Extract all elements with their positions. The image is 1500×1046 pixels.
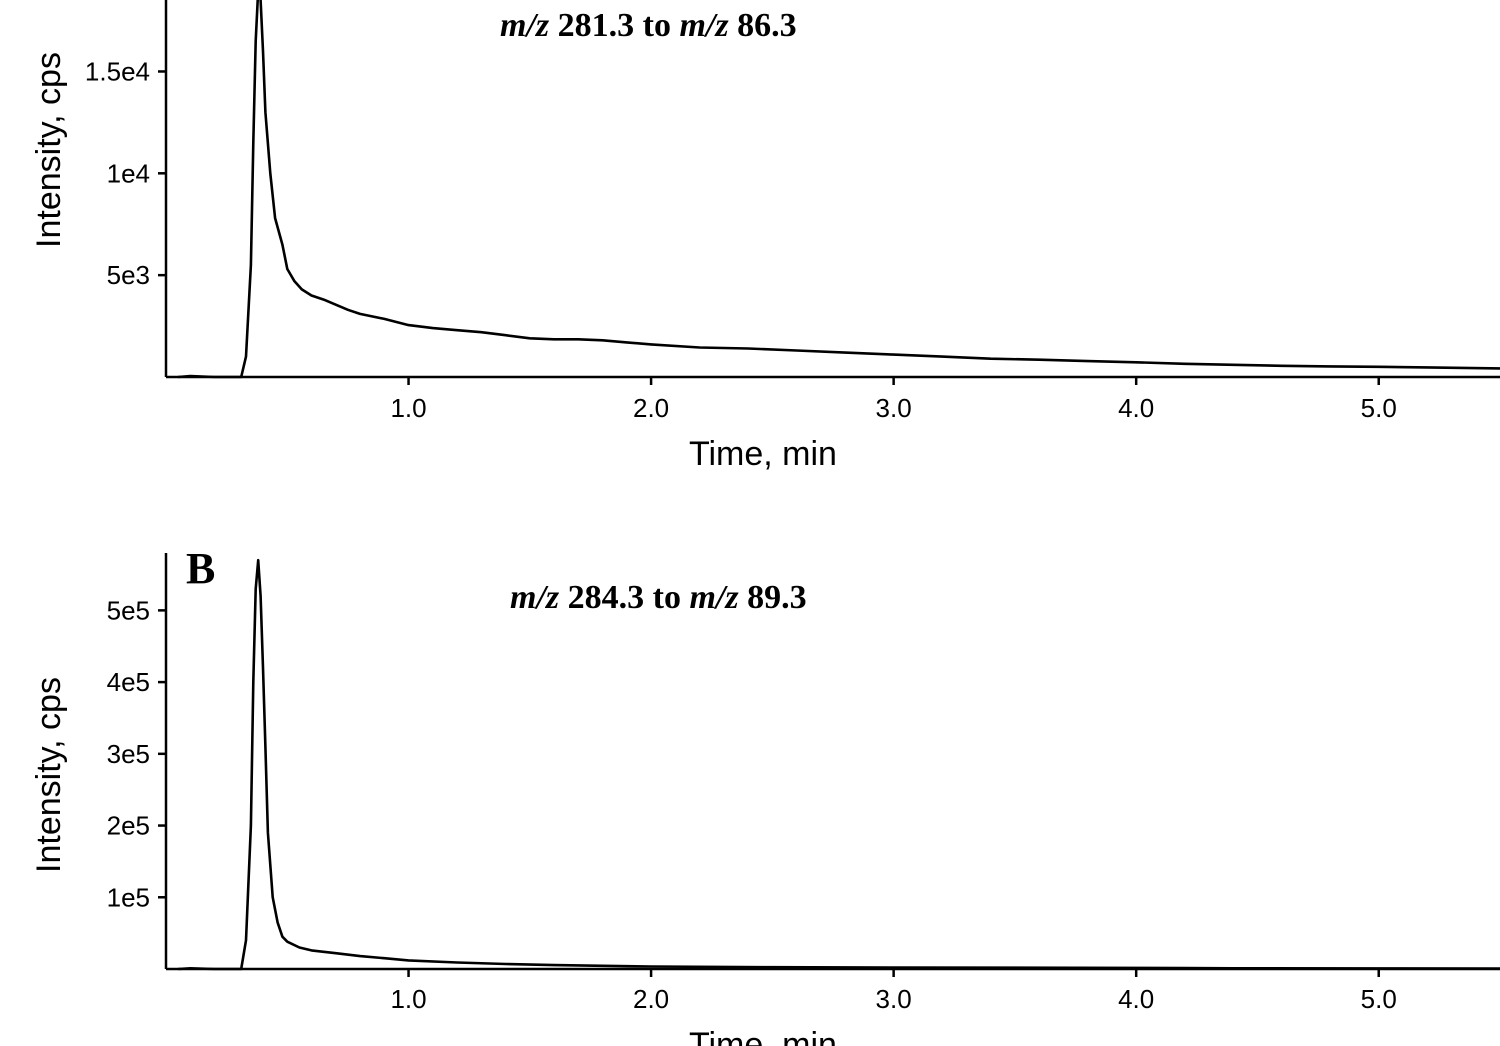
y-axis-title: Intensity, cps [30, 52, 68, 248]
x-tick-label: 4.0 [1118, 984, 1154, 1014]
y-tick-label: 2e5 [107, 811, 150, 841]
chromatogram-trace [177, 0, 1500, 379]
y-tick-label: 1.5e4 [85, 56, 150, 86]
chart-title-part: m/z [689, 579, 739, 616]
chart-title-part: 284.3 to [559, 579, 689, 616]
x-tick-label: 1.0 [390, 984, 426, 1014]
panel-letter: B [186, 544, 215, 593]
chart-title-part: 86.3 [729, 7, 797, 44]
y-tick-label: 3e5 [107, 739, 150, 769]
x-tick-label: 2.0 [633, 984, 669, 1014]
y-tick-label: 5e3 [107, 260, 150, 290]
chromatogram-trace [178, 558, 1500, 971]
x-tick-label: 5.0 [1361, 393, 1397, 423]
chart-title-part: m/z [510, 579, 560, 616]
x-axis-title: Time, min [689, 435, 837, 473]
x-tick-label: 1.0 [390, 393, 426, 423]
chart-title: m/z 281.3 to m/z 86.3 [500, 7, 797, 44]
x-axis-title: Time, min [689, 1026, 837, 1046]
x-tick-label: 3.0 [876, 393, 912, 423]
x-tick-label: 5.0 [1361, 984, 1397, 1014]
y-tick-label: 1e4 [107, 158, 150, 188]
chart-title-part: m/z [679, 7, 729, 44]
chart-title-part: m/z [500, 7, 550, 44]
x-tick-label: 4.0 [1118, 393, 1154, 423]
y-tick-label: 4e5 [107, 667, 150, 697]
x-tick-label: 2.0 [633, 393, 669, 423]
chromatogram-panel-a: 1.0 2.0 3.0 4.0 5.0 5e3 1e4 1.5e4 Time, min Inten… [30, 0, 1500, 473]
chart-title-part: 281.3 to [549, 7, 679, 44]
y-tick-label: 5e5 [107, 595, 150, 625]
y-axis-title: Intensity, cps [30, 677, 68, 873]
chart-title-part: 89.3 [739, 579, 807, 616]
chromatogram-panel-b: 1.0 2.0 3.0 4.0 5.0 1e5 2e5 3e5 4e5 5e5 Time, min I… [30, 544, 1500, 1046]
x-tick-label: 3.0 [876, 984, 912, 1014]
y-tick-label: 1e5 [107, 882, 150, 912]
chart-title: m/z 284.3 to m/z 89.3 [510, 579, 807, 616]
